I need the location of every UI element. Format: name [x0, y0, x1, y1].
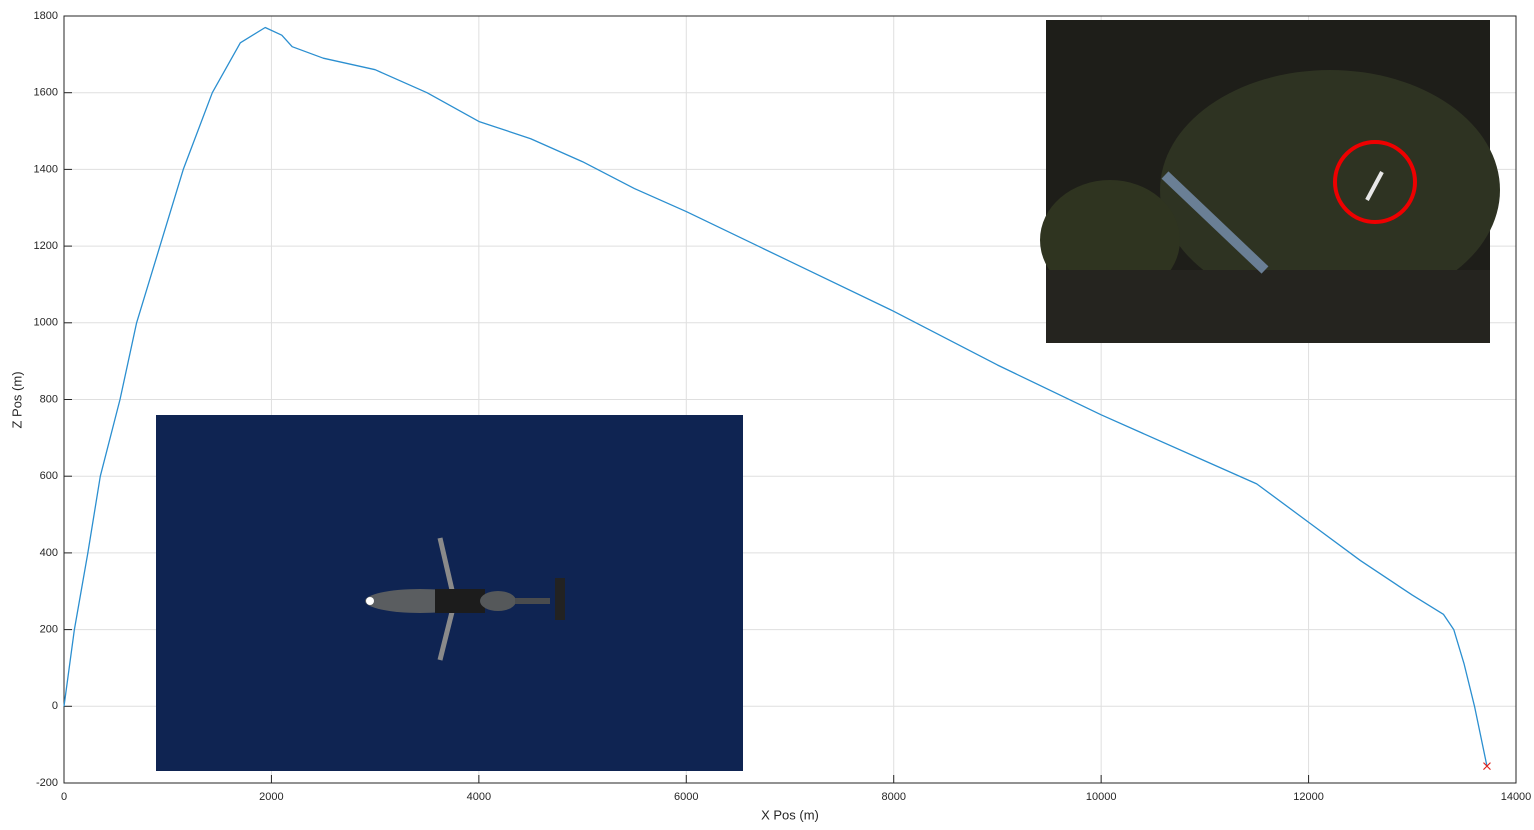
- impact-photo: [1040, 20, 1500, 343]
- y-tick-label: 400: [40, 547, 58, 559]
- missile-photo: [156, 415, 743, 771]
- y-tick-label: 200: [40, 624, 58, 636]
- y-tick-label: 800: [40, 393, 58, 405]
- y-tick-label: 1000: [34, 317, 58, 329]
- y-axis-label: Z Pos (m): [9, 371, 24, 428]
- chart: X Pos (m) Z Pos (m) 02000400060008000100…: [0, 0, 1534, 825]
- x-tick-label: 0: [61, 791, 67, 803]
- page: X Pos (m) Z Pos (m) 02000400060008000100…: [0, 0, 1534, 830]
- y-tick-label: 0: [52, 700, 58, 712]
- y-tick-label: -200: [36, 777, 58, 789]
- x-tick-label: 12000: [1293, 791, 1324, 803]
- y-tick-label: 600: [40, 470, 58, 482]
- y-tick-label: 1800: [34, 10, 58, 22]
- y-tick-label: 1200: [34, 240, 58, 252]
- y-tick-label: 1600: [34, 87, 58, 99]
- y-tick-label: 1400: [34, 163, 58, 175]
- x-tick-label: 8000: [881, 791, 905, 803]
- x-tick-label: 2000: [259, 791, 283, 803]
- x-tick-label: 14000: [1501, 791, 1532, 803]
- x-axis-label: X Pos (m): [761, 807, 819, 822]
- x-tick-label: 4000: [467, 791, 491, 803]
- x-tick-label: 6000: [674, 791, 698, 803]
- x-tick-label: 10000: [1086, 791, 1117, 803]
